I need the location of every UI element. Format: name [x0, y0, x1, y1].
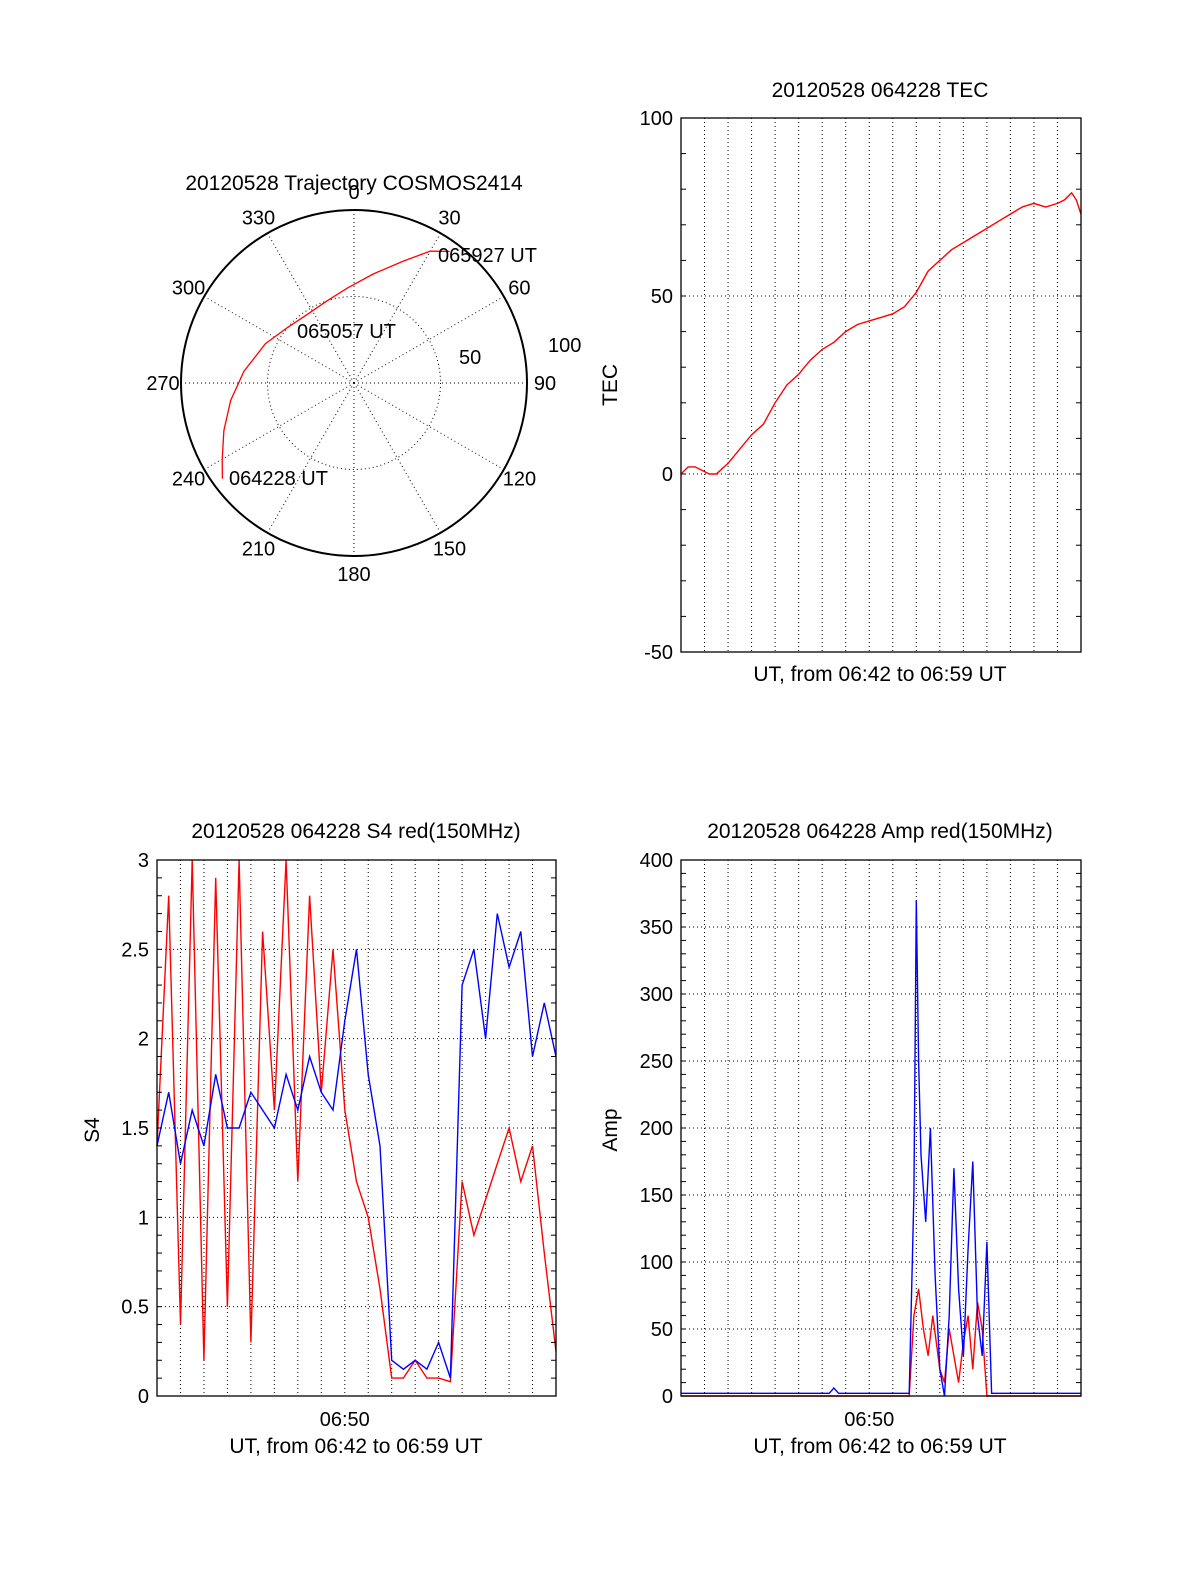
polar-spoke — [353, 296, 505, 384]
tec-panel: 20120528 064228 TEC -50 0 50 100 TEC UT, fr… — [599, 79, 1082, 686]
tec-y-tick-label: 50 — [651, 286, 673, 308]
tec-xlabel: UT, from 06:42 to 06:59 UT — [753, 663, 1006, 686]
s4-x-tick-label: 06:50 — [320, 1409, 370, 1431]
s4-series-line — [156, 913, 557, 1379]
trajectory-panel: 20120528 Trajectory COSMOS2414 0 30 60 90 12… — [146, 172, 581, 586]
azimuth-label: 150 — [433, 538, 466, 560]
azimuth-label: 210 — [242, 538, 275, 560]
azimuth-label: 180 — [337, 564, 370, 586]
polar-outer-ring — [180, 209, 528, 557]
amp-y-tick-label: 250 — [640, 1051, 673, 1073]
amp-series — [681, 900, 1081, 1397]
trajectory-title: 20120528 Trajectory COSMOS2414 — [185, 172, 523, 195]
azimuth-label: 30 — [438, 208, 460, 230]
annotation-mid-time: 065057 UT — [297, 321, 396, 343]
amp-series-line — [681, 900, 1081, 1397]
s4-title: 20120528 064228 S4 red(150MHz) — [191, 820, 520, 843]
tec-y-tick-label: 0 — [662, 464, 673, 486]
tec-y-ticks: -50 0 50 100 — [640, 108, 1081, 664]
tec-y-tick-label: 100 — [640, 108, 673, 130]
s4-y-tick-label: 1 — [138, 1207, 149, 1229]
polar-spoke — [203, 382, 355, 470]
radial-label-100: 100 — [548, 335, 581, 357]
s4-y-tick-label: 2 — [138, 1029, 149, 1051]
tec-title: 20120528 064228 TEC — [772, 79, 989, 102]
s4-y-tick-label: 1.5 — [121, 1118, 149, 1140]
s4-xlabel: UT, from 06:42 to 06:59 UT — [229, 1435, 482, 1458]
s4-x-ticks: 06:50 — [320, 1409, 370, 1431]
polar-spoke — [353, 382, 505, 470]
amp-y-tick-label: 350 — [640, 917, 673, 939]
amp-y-tick-label: 150 — [640, 1185, 673, 1207]
annotation-end-time: 065927 UT — [438, 245, 537, 267]
s4-y-ticks: 0 0.5 1 1.5 2 2.5 3 — [121, 850, 556, 1408]
amp-y-tick-label: 300 — [640, 984, 673, 1006]
amp-y-tick-label: 200 — [640, 1118, 673, 1140]
polar-spoke — [353, 382, 441, 534]
azimuth-label: 90 — [534, 373, 556, 395]
s4-series — [156, 859, 557, 1383]
tec-ylabel: TEC — [599, 364, 622, 406]
amp-y-tick-label: 0 — [662, 1386, 673, 1408]
s4-y-tick-label: 0.5 — [121, 1297, 149, 1319]
azimuth-labels: 0 30 60 90 120 150 180 210 240 270 300 330 — [146, 182, 556, 586]
amp-x-ticks: 06:50 — [844, 1409, 894, 1431]
amp-x-tick-label: 06:50 — [844, 1409, 894, 1431]
tec-series-line — [680, 191, 1082, 475]
azimuth-label: 0 — [348, 182, 359, 204]
amp-y-ticks: 0 50 100 150 200 250 300 350 400 — [640, 850, 1081, 1408]
s4-y-tick-label: 3 — [138, 850, 149, 872]
amp-grid — [681, 860, 1081, 1396]
amp-ylabel: Amp — [599, 1108, 622, 1151]
polar-ring-50 — [267, 296, 441, 470]
s4-series-line — [156, 859, 557, 1383]
amp-y-tick-label: 400 — [640, 850, 673, 872]
polar-grid — [181, 210, 527, 556]
s4-y-tick-label: 2.5 — [121, 939, 149, 961]
amp-panel: 20120528 064228 Amp red(150MHz) 0 50 100 15… — [599, 820, 1082, 1458]
azimuth-label: 330 — [242, 208, 275, 230]
azimuth-label: 270 — [146, 373, 179, 395]
amp-xlabel: UT, from 06:42 to 06:59 UT — [753, 1435, 1006, 1458]
polar-spoke — [267, 232, 355, 384]
amp-series-line — [681, 1288, 1081, 1397]
polar-spoke — [203, 296, 355, 384]
tec-axes-frame — [680, 117, 1082, 653]
azimuth-label: 120 — [503, 469, 536, 491]
annotation-start-time: 064228 UT — [229, 468, 328, 490]
radial-label-50: 50 — [459, 347, 481, 369]
azimuth-label: 300 — [172, 278, 205, 300]
tec-grid — [681, 118, 1081, 652]
azimuth-label: 240 — [172, 469, 205, 491]
azimuth-label: 60 — [508, 278, 530, 300]
tec-series — [680, 191, 1082, 475]
tec-y-tick-label: -50 — [644, 642, 673, 664]
amp-y-tick-label: 100 — [640, 1252, 673, 1274]
amp-title: 20120528 064228 Amp red(150MHz) — [707, 820, 1053, 843]
s4-y-tick-label: 0 — [138, 1386, 149, 1408]
s4-panel: 20120528 064228 S4 red(150MHz) 0 0.5 1 1.5 2… — [81, 820, 557, 1458]
amp-y-tick-label: 50 — [651, 1319, 673, 1341]
polar-spoke — [353, 232, 441, 384]
s4-ylabel: S4 — [81, 1117, 104, 1143]
polar-spoke — [267, 382, 355, 534]
trajectory-track — [221, 250, 450, 479]
